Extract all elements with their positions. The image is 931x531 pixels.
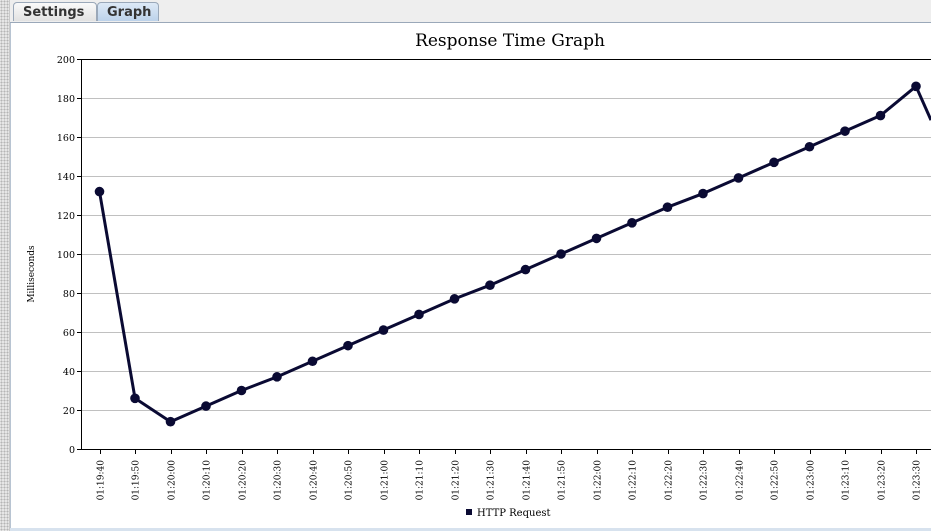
data-point	[556, 249, 566, 259]
series-line	[98, 85, 931, 424]
x-tick-label: 01:19:50	[132, 460, 142, 501]
y-tick-label: 140	[57, 172, 75, 183]
y-tick-label: 40	[63, 367, 75, 378]
data-point	[343, 340, 353, 351]
x-tick-label: 01:21:10	[416, 460, 426, 501]
data-point	[875, 110, 886, 121]
tab-bar: Settings Graph	[10, 0, 931, 23]
series-line-continuation	[914, 85, 931, 121]
x-tick-label: 01:22:20	[665, 460, 675, 501]
x-tick-label: 01:22:50	[771, 460, 781, 501]
series-line-http-request	[98, 85, 917, 424]
x-tick-label: 01:23:30	[913, 460, 923, 501]
x-tick-label: 01:20:50	[345, 460, 355, 501]
tab-settings[interactable]: Settings	[13, 2, 97, 21]
data-point	[840, 126, 850, 136]
x-tick-label: 01:20:30	[274, 460, 284, 501]
data-point	[698, 188, 708, 199]
panel-bottom-border	[10, 528, 931, 531]
y-tick-label: 80	[63, 289, 75, 300]
x-tick-label: 01:22:30	[700, 460, 710, 501]
data-point	[236, 385, 247, 396]
data-point	[733, 173, 744, 183]
data-point	[520, 264, 531, 275]
tab-graph[interactable]: Graph	[97, 2, 159, 21]
y-tick-label: 160	[57, 133, 75, 144]
x-tick-label: 01:21:30	[487, 460, 497, 501]
x-tick-label: 01:21:50	[558, 460, 568, 501]
data-point	[662, 202, 673, 212]
legend: HTTP Request	[466, 508, 551, 519]
series-points	[94, 81, 921, 427]
graph-panel	[10, 23, 931, 531]
x-tick-label: 01:22:00	[594, 460, 604, 501]
x-tick-label: 01:22:40	[736, 460, 746, 501]
x-tick-label: 01:21:40	[523, 460, 533, 501]
y-axis-ticks: 0 20 40 60 80 100 120 140 160 180 200	[57, 55, 81, 456]
x-tick-label: 01:23:10	[842, 460, 852, 501]
y-axis-label: Milliseconds	[27, 245, 37, 303]
y-tick-label: 120	[57, 211, 75, 222]
data-point	[911, 81, 921, 92]
data-point	[449, 294, 460, 304]
data-point	[130, 393, 140, 404]
data-point	[485, 280, 495, 291]
legend-swatch	[466, 509, 472, 515]
x-axis-ticks: 01:19:40 01:19:50 01:20:00 01:20:10 01:20:20…	[97, 449, 923, 500]
grid-lines	[81, 59, 931, 450]
plot-area-border	[81, 59, 931, 450]
y-tick-label: 0	[69, 445, 75, 456]
data-point	[769, 157, 779, 168]
data-point	[201, 401, 211, 411]
data-point	[627, 218, 637, 228]
x-tick-label: 01:19:40	[97, 460, 107, 501]
x-tick-label: 01:20:00	[168, 460, 178, 501]
x-tick-label: 01:20:20	[239, 460, 249, 501]
data-point	[414, 309, 424, 320]
data-point	[804, 141, 815, 152]
data-point	[591, 233, 602, 244]
legend-entry-http-request: HTTP Request	[477, 508, 551, 519]
split-pane-divider[interactable]	[0, 0, 10, 531]
y-tick-label: 60	[63, 328, 75, 339]
data-point	[378, 325, 389, 335]
data-point	[94, 186, 105, 197]
y-tick-label: 20	[63, 406, 75, 417]
y-tick-label: 100	[57, 250, 75, 261]
x-tick-label: 01:21:20	[452, 460, 462, 501]
data-point	[272, 372, 282, 382]
x-tick-label: 01:20:40	[310, 460, 320, 501]
y-tick-label: 200	[57, 55, 75, 66]
chart-title: Response Time Graph	[415, 31, 605, 51]
x-tick-label: 01:23:00	[807, 460, 817, 501]
x-tick-label: 01:22:10	[629, 460, 639, 501]
x-tick-label: 01:21:00	[381, 460, 391, 501]
x-tick-label: 01:23:20	[878, 460, 888, 501]
data-point	[307, 356, 318, 367]
x-tick-label: 01:20:10	[203, 460, 213, 501]
data-point	[165, 416, 176, 427]
y-tick-label: 180	[57, 94, 75, 105]
